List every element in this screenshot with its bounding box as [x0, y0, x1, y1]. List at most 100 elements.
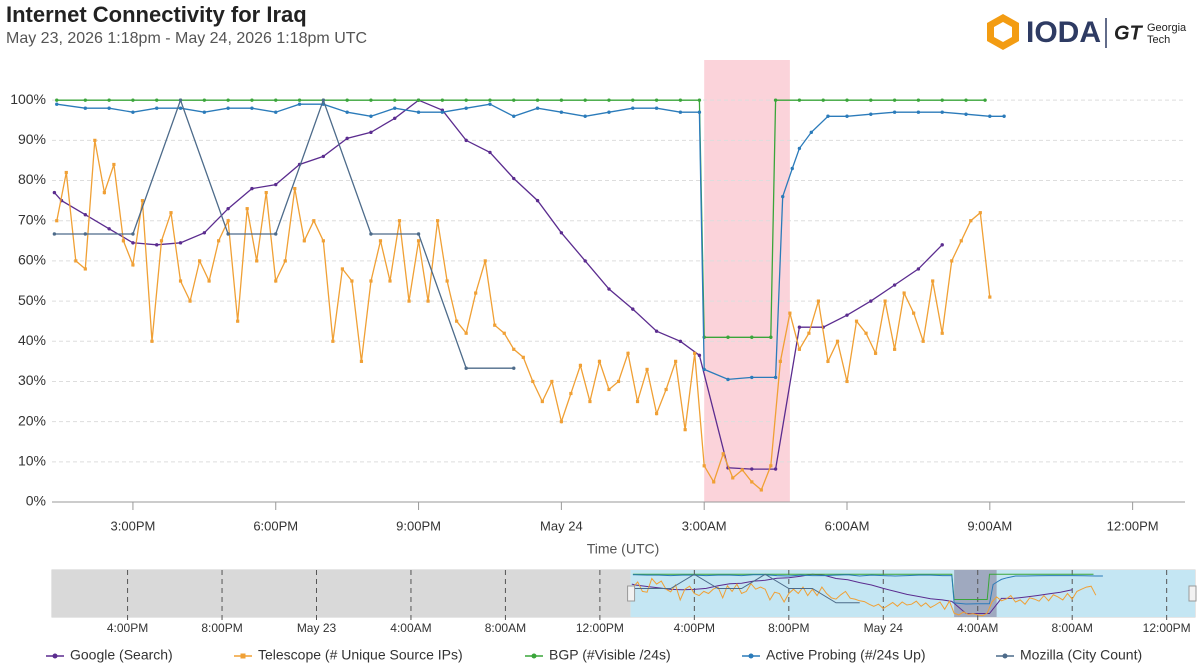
- point: [759, 488, 763, 492]
- legend-marker: [240, 653, 246, 659]
- point: [121, 239, 126, 243]
- point: [226, 98, 230, 102]
- point: [769, 335, 773, 339]
- y-tick-label: 0%: [26, 493, 46, 509]
- point: [559, 420, 563, 424]
- point: [740, 468, 744, 472]
- navigator-handle[interactable]: [627, 585, 636, 602]
- point: [474, 291, 478, 295]
- legend-label[interactable]: Google (Search): [70, 647, 173, 663]
- point: [864, 331, 868, 335]
- point: [202, 98, 207, 102]
- point: [988, 295, 992, 299]
- point: [797, 146, 802, 151]
- point: [274, 110, 278, 114]
- point: [978, 211, 982, 215]
- point: [488, 102, 492, 106]
- point: [236, 319, 240, 323]
- logo-ioda: IODA: [1026, 16, 1101, 49]
- x-tick-label: 3:00AM: [682, 518, 727, 533]
- point: [940, 110, 944, 114]
- navigator-tick-label: 4:00AM: [957, 621, 998, 635]
- y-tick-label: 30%: [18, 372, 46, 388]
- point: [455, 319, 459, 323]
- point: [835, 339, 840, 343]
- point: [112, 162, 116, 167]
- point: [321, 98, 326, 102]
- point: [297, 98, 302, 102]
- point: [345, 98, 349, 102]
- point: [721, 452, 725, 456]
- y-tick-label: 90%: [18, 131, 46, 147]
- y-tick-label: 80%: [18, 171, 46, 187]
- legend-label[interactable]: Telescope (# Unique Source IPs): [258, 647, 463, 663]
- point: [393, 116, 397, 120]
- point: [345, 110, 349, 114]
- legend-marker: [748, 653, 754, 659]
- y-tick-label: 40%: [18, 332, 46, 348]
- point: [64, 170, 68, 175]
- x-tick-label: 12:00PM: [1107, 518, 1159, 533]
- navigator-tick-label: 8:00AM: [1052, 621, 1093, 635]
- x-tick-label: 6:00PM: [253, 518, 298, 533]
- point: [521, 355, 525, 359]
- point: [197, 259, 202, 263]
- legend-label[interactable]: Active Probing (#/24s Up): [766, 647, 926, 663]
- point: [626, 351, 630, 355]
- point: [916, 267, 921, 271]
- point: [350, 279, 354, 283]
- point: [631, 106, 635, 110]
- x-tick-label: 9:00PM: [396, 518, 441, 533]
- point: [155, 106, 159, 110]
- point: [607, 287, 611, 291]
- navigator-unselected: [52, 570, 631, 617]
- navigator-handle[interactable]: [1188, 585, 1197, 602]
- navigator-tick-label: 12:00PM: [1143, 621, 1191, 635]
- point: [726, 335, 730, 339]
- point: [274, 232, 278, 236]
- point: [702, 464, 706, 468]
- y-tick-label: 10%: [18, 453, 46, 469]
- point: [502, 331, 506, 335]
- x-tick-label: 3:00PM: [111, 518, 156, 533]
- point: [597, 359, 602, 363]
- navigator-line: [631, 573, 1073, 614]
- point: [321, 239, 325, 243]
- navigator-tick-label: 8:00PM: [201, 621, 242, 635]
- point: [583, 114, 587, 118]
- point: [226, 219, 230, 223]
- point: [583, 98, 587, 102]
- point: [74, 259, 78, 263]
- point: [397, 219, 402, 223]
- navigator-tick-label: 4:00PM: [674, 621, 715, 635]
- point: [493, 323, 497, 327]
- legend-label[interactable]: Mozilla (City Count): [1020, 647, 1142, 663]
- point: [407, 299, 411, 303]
- navigator-line: [632, 573, 1094, 600]
- logo: IODA GT Georgia Tech: [987, 14, 1187, 50]
- point: [750, 467, 754, 471]
- point: [226, 206, 230, 211]
- point: [535, 198, 540, 203]
- point: [931, 279, 935, 283]
- point: [674, 359, 678, 363]
- legend-label[interactable]: BGP (#Visible /24s): [549, 647, 671, 663]
- point: [788, 311, 792, 315]
- point: [893, 347, 897, 351]
- point: [416, 232, 421, 236]
- point: [131, 263, 135, 267]
- point: [155, 98, 159, 102]
- point: [188, 299, 192, 303]
- point: [869, 98, 873, 102]
- legend-marker: [1002, 653, 1008, 659]
- point: [569, 391, 573, 396]
- point: [916, 98, 921, 102]
- point: [107, 227, 111, 231]
- point: [416, 98, 421, 102]
- point: [93, 138, 97, 142]
- point: [52, 232, 57, 236]
- point: [202, 231, 207, 235]
- legend-marker: [531, 653, 537, 659]
- point: [869, 112, 873, 116]
